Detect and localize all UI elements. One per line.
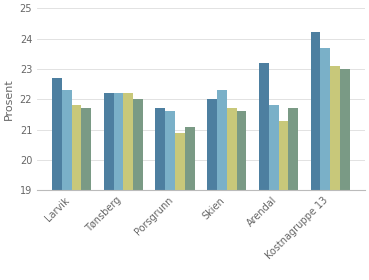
Bar bbox=[62, 90, 72, 190]
Bar bbox=[165, 111, 175, 190]
Bar bbox=[330, 66, 340, 190]
Bar bbox=[133, 99, 143, 190]
Bar bbox=[123, 93, 133, 190]
Bar bbox=[259, 63, 269, 190]
Bar bbox=[114, 93, 123, 190]
Bar bbox=[269, 105, 279, 190]
Bar bbox=[217, 90, 227, 190]
Bar bbox=[52, 78, 62, 190]
Bar bbox=[340, 69, 350, 190]
Bar bbox=[227, 108, 237, 190]
Bar bbox=[289, 108, 298, 190]
Bar bbox=[207, 99, 217, 190]
Bar bbox=[155, 108, 165, 190]
Bar bbox=[320, 48, 330, 190]
Bar bbox=[237, 111, 246, 190]
Bar bbox=[72, 105, 82, 190]
Y-axis label: Prosent: Prosent bbox=[4, 78, 14, 120]
Bar bbox=[175, 133, 185, 190]
Bar bbox=[82, 108, 91, 190]
Bar bbox=[311, 32, 320, 190]
Bar bbox=[185, 127, 195, 190]
Bar bbox=[279, 121, 289, 190]
Bar bbox=[104, 93, 114, 190]
